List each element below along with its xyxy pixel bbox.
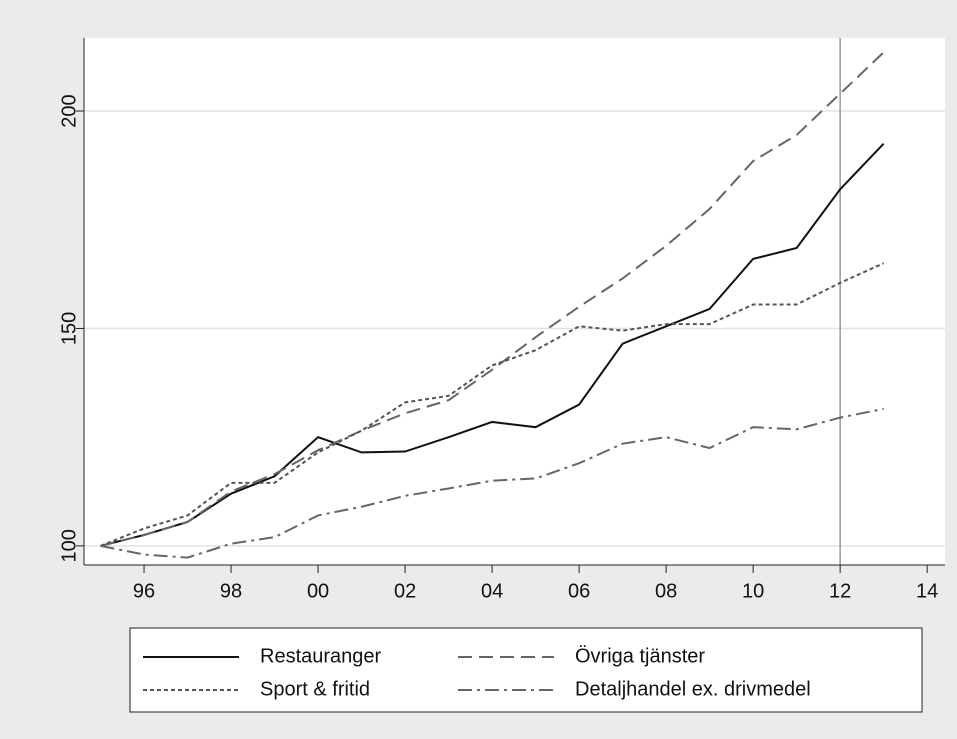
x-tick-label: 96: [133, 580, 155, 602]
legend-label: Övriga tjänster: [575, 645, 705, 667]
legend-label: Detaljhandel ex. drivmedel: [575, 678, 811, 700]
x-tick-label: 06: [568, 580, 590, 602]
y-tick-label: 200: [58, 94, 80, 127]
legend-label: Sport & fritid: [260, 678, 370, 700]
series-line: [100, 407, 884, 559]
x-tick-label: 04: [481, 580, 503, 602]
x-tick-label: 00: [307, 580, 329, 602]
series-line: [100, 142, 885, 547]
x-tick-label: 98: [220, 580, 242, 602]
x-tick-label: 14: [916, 580, 938, 602]
x-tick-label: 02: [394, 580, 416, 602]
series-line: [100, 262, 885, 547]
series-line: [100, 51, 885, 547]
legend: [129, 627, 923, 713]
legend-label: Restauranger: [260, 645, 382, 667]
x-tick-label: 10: [742, 580, 764, 602]
y-tick-label: 100: [58, 529, 80, 562]
x-tick-label: 12: [829, 580, 851, 602]
x-tick-label: 08: [655, 580, 677, 602]
y-tick-label: 150: [58, 312, 80, 345]
